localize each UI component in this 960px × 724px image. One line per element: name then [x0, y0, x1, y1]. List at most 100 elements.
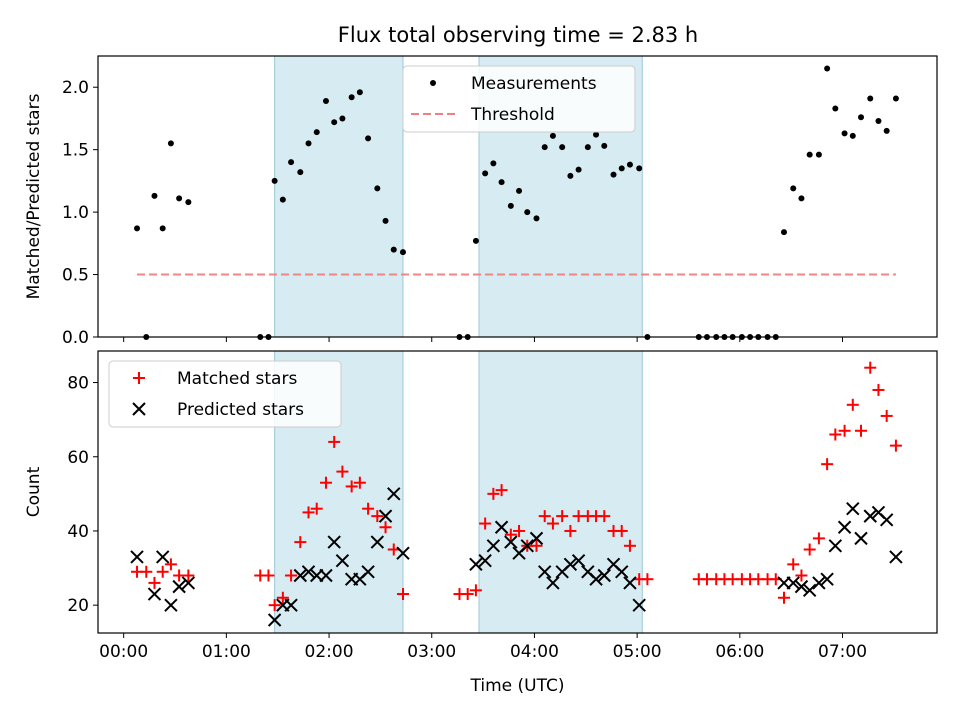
top-observing-window — [274, 55, 404, 338]
predicted-star-point — [378, 509, 393, 523]
predicted-star-point — [794, 579, 809, 594]
predicted-star-point — [589, 572, 603, 586]
top-legend — [402, 65, 636, 133]
x-axis-label: Time (UTC) — [470, 676, 565, 696]
predicted-star-mark-b — [504, 535, 518, 549]
predicted-star-mark-b — [538, 565, 552, 579]
matched-star-point — [362, 502, 375, 515]
bottom-panel: 20 40 60 80 00:00 01:00 02:00 03:00 04:00 05:00 06… — [24, 350, 938, 696]
measurement-point — [331, 119, 338, 126]
predicted-star-mark-b — [581, 565, 595, 579]
predicted-star-point — [335, 553, 350, 568]
predicted-star-mark-b — [802, 583, 817, 598]
matched-star-point — [396, 588, 409, 601]
predicted-star-mark-b — [387, 487, 401, 501]
predicted-star-point — [538, 565, 552, 579]
predicted-star-mark-b — [155, 550, 170, 564]
measurement-point — [549, 132, 556, 139]
measurement-point — [313, 129, 320, 136]
predicted-star-mark-b — [879, 513, 894, 527]
matched-star-point — [140, 565, 153, 578]
measurement-point — [867, 95, 874, 102]
matched-star-point — [302, 506, 315, 519]
predicted-star-point — [632, 598, 646, 612]
matched-star-point — [371, 510, 384, 523]
measurement-point — [524, 209, 531, 216]
predicted-star-point — [802, 583, 817, 598]
x-tick-label: 03:00 — [407, 642, 456, 662]
predicted-star-point — [267, 613, 282, 627]
matched-star-point — [276, 591, 289, 604]
matched-star-point — [598, 510, 611, 523]
predicted-star-mark-b — [130, 550, 144, 564]
predicted-star-point — [520, 539, 534, 553]
predicted-star-point — [181, 576, 196, 590]
measurement-point — [541, 144, 548, 151]
predicted-star-mark-b — [396, 546, 410, 560]
predicted-star-mark-b — [335, 553, 350, 568]
measurement-point — [348, 94, 355, 101]
matched-star-point — [353, 476, 366, 489]
top-y-tick-label: 0.5 — [62, 266, 89, 286]
predicted-star-point — [828, 539, 843, 553]
matched-star-point — [319, 476, 332, 489]
predicted-star-mark-b — [293, 568, 308, 583]
matched-star-point — [285, 569, 298, 582]
predicted-star-mark-b — [529, 531, 544, 546]
predicted-star-mark-b — [786, 576, 800, 590]
predicted-star-point — [863, 509, 877, 523]
bottom-observing-window — [478, 350, 643, 634]
matched-star-point — [846, 398, 859, 411]
predicted-star-mark-b — [546, 576, 560, 590]
x-tick-label: 01:00 — [202, 642, 251, 662]
matched-star-point — [623, 539, 636, 552]
predicted-star-mark-b — [378, 509, 393, 523]
measurement-point — [167, 140, 174, 147]
predicted-star-point — [469, 557, 483, 572]
predicted-star-point — [563, 557, 578, 572]
x-tick-label: 07:00 — [818, 642, 867, 662]
predicted-star-mark-b — [837, 520, 852, 534]
predicted-star-point — [494, 520, 509, 534]
matched-star-point — [268, 599, 281, 612]
measurement-point — [533, 215, 540, 222]
matched-star-point — [387, 543, 400, 556]
measurement-point — [159, 225, 166, 232]
measurement-point — [390, 246, 397, 253]
matched-star-point — [262, 569, 275, 582]
measurement-point — [365, 135, 372, 142]
measurement-point — [382, 217, 389, 224]
predicted-star-point — [130, 550, 144, 564]
matched-star-point — [336, 465, 349, 478]
matched-star-point — [513, 524, 526, 537]
predicted-star-mark-b — [284, 598, 298, 612]
predicted-star-point — [820, 572, 834, 586]
predicted-star-point — [172, 579, 186, 594]
measurement-point — [806, 151, 813, 158]
measurement-point — [584, 144, 591, 151]
measurement-point — [841, 130, 848, 137]
predicted-star-point — [396, 546, 410, 560]
predicted-star-mark-b — [172, 579, 186, 594]
matched-star-point — [889, 439, 902, 452]
x-tick-label: 06:00 — [715, 642, 764, 662]
top-y-tick-label: 1.0 — [62, 203, 89, 223]
predicted-star-mark-b — [469, 557, 483, 572]
top-y-tick-label: 2.0 — [62, 78, 89, 98]
measurement-point — [134, 225, 141, 232]
measurement-point — [516, 187, 523, 194]
x-tick-label: 00:00 — [99, 642, 148, 662]
predicted-star-mark-b — [319, 568, 333, 583]
matched-star-point — [546, 517, 559, 530]
matched-star-point — [461, 588, 474, 601]
matched-star-point — [479, 517, 492, 530]
x-tick-label: 02:00 — [305, 642, 354, 662]
x-tick-label: 04:00 — [510, 642, 559, 662]
predicted-star-point — [623, 576, 637, 590]
bottom-y-axis-label: Count — [24, 466, 44, 517]
matched-star-point — [838, 424, 851, 437]
measurement-point — [790, 185, 797, 192]
matched-star-point — [556, 510, 569, 523]
predicted-star-point — [846, 501, 860, 516]
measurement-point — [472, 237, 479, 244]
